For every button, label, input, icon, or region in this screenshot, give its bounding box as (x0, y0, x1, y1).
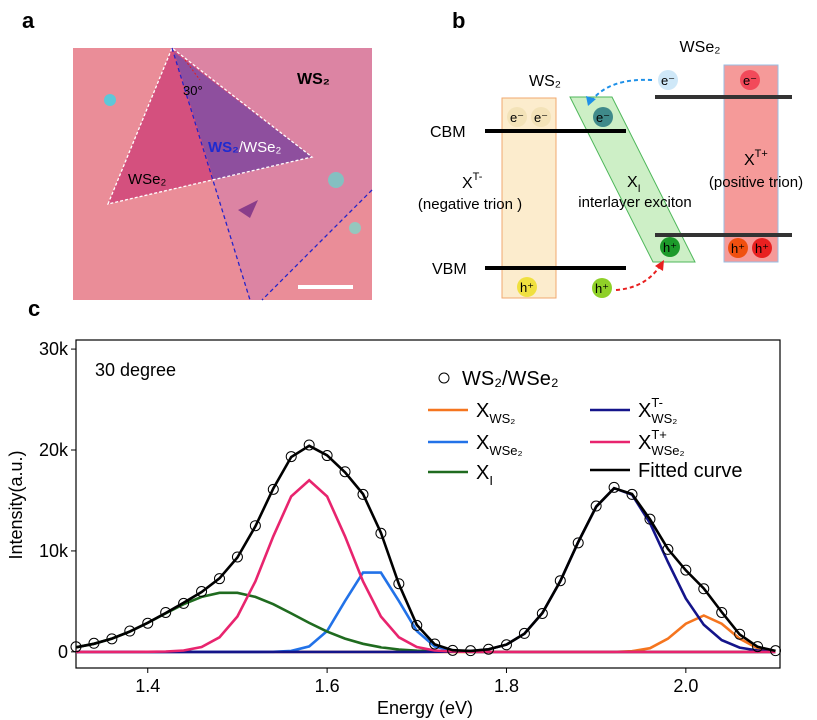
panel-label: a (22, 8, 35, 33)
legend-label: XT+WSe₂ (638, 427, 685, 458)
hole-label: h⁺ (755, 241, 769, 256)
plot: 010k20k30k1.41.61.82.0WS₂/WSe₂XWS₂XWSe₂X… (39, 339, 781, 696)
vbm-label: VBM (432, 261, 467, 278)
symbol-sup: T+ (755, 148, 768, 160)
micrograph: WS₂ WSe₂ WS₂/WSe₂ 30° (73, 48, 372, 300)
legend-label: XWS₂ (476, 400, 515, 426)
y-axis-label: Intensity(a.u.) (6, 450, 26, 559)
y-tick-label: 0 (58, 642, 68, 662)
ws2-title: WS₂ (529, 73, 561, 90)
angle-label: 30° (183, 83, 203, 98)
legend-subscript: WSe₂ (651, 443, 684, 458)
legend-name: X (476, 432, 489, 454)
legend-subscript: WS₂ (489, 411, 515, 426)
legend-name: X (638, 400, 651, 422)
legend-subscript: WS₂ (651, 411, 677, 426)
legend-name: Fitted curve (638, 460, 742, 482)
legend-label: Fitted curve (638, 460, 742, 482)
legend-subscript: WSe₂ (489, 443, 522, 458)
interlayer-label: interlayer exciton (578, 194, 691, 211)
y-tick-label: 20k (39, 440, 69, 460)
legend-label: XWSe₂ (476, 432, 523, 458)
electron-label: e⁻ (661, 73, 675, 88)
legend-label: WS₂/WSe₂ (462, 368, 559, 390)
figure: a WS₂ WSe₂ WS₂/WSe₂ 30° b e⁻ e⁻ e⁻ e⁻ e⁻… (0, 0, 817, 720)
x-axis-label: Energy (eV) (377, 698, 473, 718)
legend-name: WS₂/WSe₂ (462, 368, 559, 390)
band-diagram: e⁻ e⁻ e⁻ e⁻ e⁻ h⁺ h⁺ h⁺ h⁺ h⁺ WSe₂ WS₂ C… (418, 39, 803, 298)
electron-label: e⁻ (743, 73, 757, 88)
hole-label: h⁺ (520, 280, 534, 295)
debris (328, 172, 344, 188)
y-tick-label: 10k (39, 541, 69, 561)
legend-label: XI (476, 462, 493, 488)
series-line (76, 488, 776, 652)
legend-marker (439, 373, 449, 383)
hole-label: h⁺ (595, 281, 609, 296)
legend-label: XT-WS₂ (638, 395, 677, 426)
overlap-label-part: WS₂ (208, 139, 239, 156)
electron-label: e⁻ (510, 110, 524, 125)
plot-frame (76, 340, 780, 668)
series-line (76, 573, 776, 652)
x-tick-label: 1.4 (135, 676, 160, 696)
hole-label: h⁺ (731, 241, 745, 256)
panel-label: c (28, 296, 40, 321)
positive-trion-label: (positive trion) (709, 174, 803, 191)
symbol-base: X (627, 174, 638, 191)
cbm-label: CBM (430, 124, 466, 141)
wse2-title: WSe₂ (680, 39, 721, 56)
annotation: 30 degree (95, 360, 176, 380)
y-tick-label: 30k (39, 339, 69, 359)
x-tick-label: 2.0 (673, 676, 698, 696)
symbol-sup: T- (473, 171, 483, 183)
electron-label: e⁻ (596, 110, 610, 125)
legend-subscript: I (489, 473, 493, 488)
negative-trion-symbol: XT- (462, 171, 483, 192)
series-line (76, 593, 776, 652)
debris (349, 222, 361, 234)
overlap-label-part: /WSe₂ (239, 139, 282, 156)
hole-label: h⁺ (663, 240, 677, 255)
x-tick-label: 1.8 (494, 676, 519, 696)
electron-label: e⁻ (534, 110, 548, 125)
symbol-base: X (462, 175, 473, 192)
legend-name: X (476, 462, 489, 484)
overlap-label: WS₂/WSe₂ (208, 139, 282, 156)
legend-superscript: T- (651, 395, 663, 410)
debris (104, 94, 116, 106)
legend-name: X (476, 400, 489, 422)
ws2-label: WS₂ (297, 71, 330, 88)
panel-label: b (452, 8, 465, 33)
negative-trion-label: (negative trion ) (418, 196, 522, 213)
wse2-label: WSe₂ (128, 171, 167, 188)
x-tick-label: 1.6 (315, 676, 340, 696)
legend-name: X (638, 432, 651, 454)
symbol-base: X (744, 152, 755, 169)
legend-superscript: T+ (651, 427, 667, 442)
